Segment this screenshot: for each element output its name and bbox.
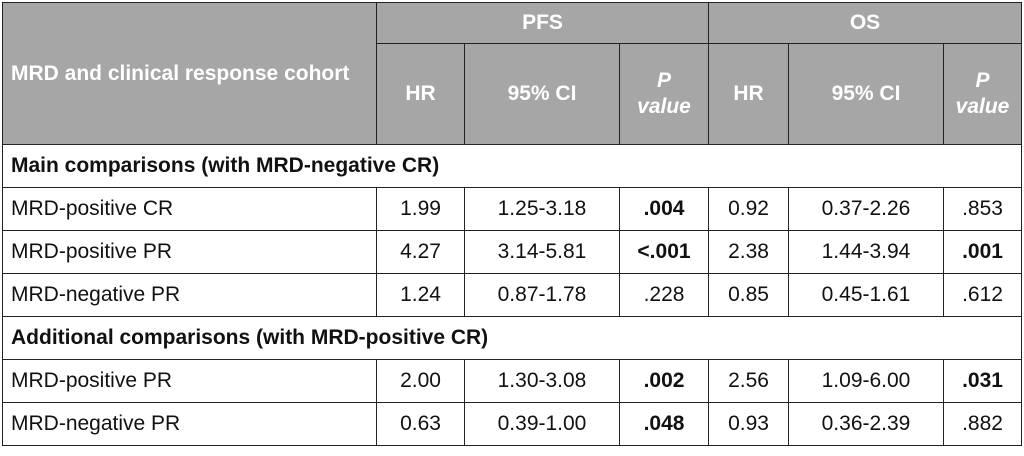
- pfs-group-header: PFS: [376, 2, 709, 44]
- os-ci-header: 95% CI: [788, 43, 944, 145]
- pfs-p-cell: .048: [619, 402, 709, 446]
- pfs-ci-cell: 3.14-5.81: [464, 230, 620, 274]
- pfs-p-cell: .004: [619, 187, 709, 231]
- p-letter: P: [975, 69, 990, 92]
- os-hr-header: HR: [708, 43, 789, 145]
- os-ci-cell: 1.44-3.94: [788, 230, 944, 274]
- row-label: MRD-positive CR: [2, 187, 377, 231]
- pfs-hr-header: HR: [376, 43, 465, 145]
- results-table: MRD and clinical response cohort PFS OS …: [2, 2, 1022, 446]
- table-row: MRD-positive CR 1.99 1.25-3.18 .004 0.92…: [2, 187, 1022, 231]
- p-word: value: [637, 95, 691, 118]
- p-letter: P: [656, 69, 671, 92]
- pfs-hr-cell: 4.27: [376, 230, 465, 274]
- os-hr-cell: 2.56: [708, 359, 789, 403]
- pfs-p-header: P value: [619, 43, 709, 145]
- pfs-ci-header: 95% CI: [464, 43, 620, 145]
- table-row: MRD-positive PR 4.27 3.14-5.81 <.001 2.3…: [2, 230, 1022, 274]
- row-label: MRD-positive PR: [2, 359, 377, 403]
- row-label: MRD-negative PR: [2, 273, 377, 317]
- os-p-cell: .001: [943, 230, 1022, 274]
- os-p-cell: .031: [943, 359, 1022, 403]
- table-row: MRD-negative PR 0.63 0.39-1.00 .048 0.93…: [2, 402, 1022, 446]
- pfs-ci-cell: 0.39-1.00: [464, 402, 620, 446]
- os-ci-cell: 0.36-2.39: [788, 402, 944, 446]
- os-hr-cell: 0.85: [708, 273, 789, 317]
- pfs-hr-cell: 1.99: [376, 187, 465, 231]
- table-row: MRD-negative PR 1.24 0.87-1.78 .228 0.85…: [2, 273, 1022, 317]
- os-ci-cell: 0.45-1.61: [788, 273, 944, 317]
- pfs-ci-cell: 0.87-1.78: [464, 273, 620, 317]
- os-hr-cell: 0.92: [708, 187, 789, 231]
- os-p-cell: .882: [943, 402, 1022, 446]
- os-p-header: P value: [943, 43, 1022, 145]
- os-ci-cell: 0.37-2.26: [788, 187, 944, 231]
- pfs-hr-cell: 0.63: [376, 402, 465, 446]
- pfs-p-cell: <.001: [619, 230, 709, 274]
- os-group-header: OS: [708, 2, 1022, 44]
- pfs-ci-cell: 1.30-3.08: [464, 359, 620, 403]
- row-label: MRD-positive PR: [2, 230, 377, 274]
- os-p-cell: .853: [943, 187, 1022, 231]
- pfs-hr-cell: 2.00: [376, 359, 465, 403]
- table-row: MRD-positive PR 2.00 1.30-3.08 .002 2.56…: [2, 359, 1022, 403]
- pfs-hr-cell: 1.24: [376, 273, 465, 317]
- section-title: Main comparisons (with MRD-negative CR): [2, 144, 1022, 188]
- os-hr-cell: 2.38: [708, 230, 789, 274]
- os-hr-cell: 0.93: [708, 402, 789, 446]
- os-p-cell: .612: [943, 273, 1022, 317]
- row-label: MRD-negative PR: [2, 402, 377, 446]
- section-title: Additional comparisons (with MRD-positiv…: [2, 316, 1022, 360]
- p-word: value: [955, 95, 1010, 118]
- cohort-header: MRD and clinical response cohort: [2, 2, 377, 145]
- os-ci-cell: 1.09-6.00: [788, 359, 944, 403]
- pfs-p-cell: .228: [619, 273, 709, 317]
- pfs-p-cell: .002: [619, 359, 709, 403]
- pfs-ci-cell: 1.25-3.18: [464, 187, 620, 231]
